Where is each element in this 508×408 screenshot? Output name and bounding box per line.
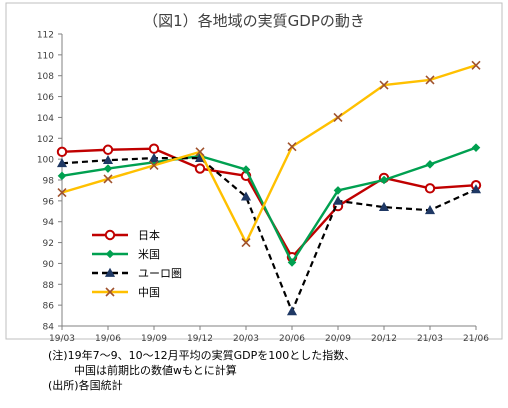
data-point <box>148 143 160 154</box>
y-tick-label: 98 <box>43 177 55 187</box>
legend-label: 日本 <box>138 228 160 242</box>
x-tick-label: 21/06 <box>463 334 489 344</box>
data-point <box>103 174 113 184</box>
x-tick-label: 19/12 <box>187 334 213 344</box>
data-point <box>57 187 67 198</box>
legend-entry-3: 中国 <box>92 286 160 299</box>
data-point <box>148 152 160 162</box>
y-tick-label: 100 <box>37 156 54 166</box>
data-point <box>56 158 68 168</box>
data-point <box>149 160 159 170</box>
y-tick-label: 104 <box>37 114 54 124</box>
data-point <box>470 184 482 194</box>
y-tick-label: 102 <box>37 135 54 145</box>
data-point <box>333 186 343 195</box>
data-point <box>424 205 436 215</box>
data-point <box>379 175 389 185</box>
y-tick-label: 86 <box>43 302 55 312</box>
data-point <box>241 165 251 174</box>
legend-marker <box>104 267 116 277</box>
data-point <box>57 171 67 181</box>
x-tick-label: 19/09 <box>141 334 167 344</box>
legend-marker <box>105 287 115 297</box>
legend-entry-1: 米国 <box>92 248 160 261</box>
data-point <box>425 75 435 85</box>
legend-marker <box>104 229 116 241</box>
footnote-note: (注)19年7～9、10～12月平均の実質GDPを100とした指数、 <box>48 349 356 362</box>
x-tick-label: 20/03 <box>233 334 259 344</box>
y-tick-label: 94 <box>43 218 55 228</box>
legend-label: 中国 <box>138 286 160 299</box>
x-tick-label: 19/06 <box>95 334 121 344</box>
y-tick-label: 112 <box>37 31 54 41</box>
data-point <box>103 164 113 173</box>
series-2 <box>56 152 482 316</box>
y-tick-label: 96 <box>43 197 55 207</box>
data-point <box>287 258 297 267</box>
chart-title: （図1）各地域の実質GDPの動き <box>143 12 365 30</box>
data-point <box>286 306 298 316</box>
y-tick-label: 108 <box>37 72 54 82</box>
footnotes: (注)19年7～9、10～12月平均の実質GDPを100とした指数、 中国は前期… <box>48 348 355 393</box>
x-tick-label: 19/03 <box>49 334 75 344</box>
data-point <box>424 183 436 194</box>
x-tick-label: 21/03 <box>417 334 443 344</box>
data-point <box>425 160 435 169</box>
series-1 <box>57 143 481 267</box>
data-point <box>471 143 481 152</box>
y-tick-label: 106 <box>37 93 54 103</box>
data-point <box>287 142 297 152</box>
legend-label: 米国 <box>138 248 160 261</box>
data-point <box>195 147 205 157</box>
y-tick-label: 84 <box>43 323 55 333</box>
legend-entry-2: ユーロ圏 <box>92 267 182 280</box>
data-point <box>102 154 114 165</box>
data-point <box>333 112 343 122</box>
y-tick-label: 110 <box>37 51 54 61</box>
line-chart: （図1）各地域の実質GDPの動き 84 86 88 90 92 94 96 98 100 102 1… <box>5 2 503 345</box>
y-tick-label: 92 <box>43 239 54 249</box>
data-point <box>241 238 251 248</box>
series-line <box>61 146 477 264</box>
y-tick-label: 90 <box>43 260 55 270</box>
footnote-china: 中国は前期比の数値wもとに計算 <box>74 364 237 377</box>
legend-entry-0: 日本 <box>92 228 160 242</box>
data-point <box>194 163 206 174</box>
series-layer <box>56 60 482 316</box>
series-line <box>61 64 477 244</box>
x-tick-label: 20/09 <box>325 334 351 344</box>
x-tick-label: 20/06 <box>279 334 305 344</box>
data-point <box>56 146 68 158</box>
footnote-source: (出所)各国統計 <box>48 379 123 392</box>
data-point <box>379 80 389 90</box>
x-tick-label: 20/12 <box>371 334 397 344</box>
series-line <box>61 157 477 313</box>
legend-label: ユーロ圏 <box>138 267 182 280</box>
data-point <box>378 201 390 211</box>
legend-marker <box>105 249 115 259</box>
data-point <box>471 60 481 70</box>
series-3 <box>57 60 481 248</box>
data-point <box>240 191 252 201</box>
y-tick-label: 88 <box>43 281 55 291</box>
axes: 84 86 88 90 92 94 96 98 100 102 104 106 108 110 112 19/… <box>37 31 489 345</box>
series-line <box>61 147 477 259</box>
series-0 <box>56 143 482 263</box>
data-point <box>102 144 114 155</box>
data-point <box>332 195 344 205</box>
